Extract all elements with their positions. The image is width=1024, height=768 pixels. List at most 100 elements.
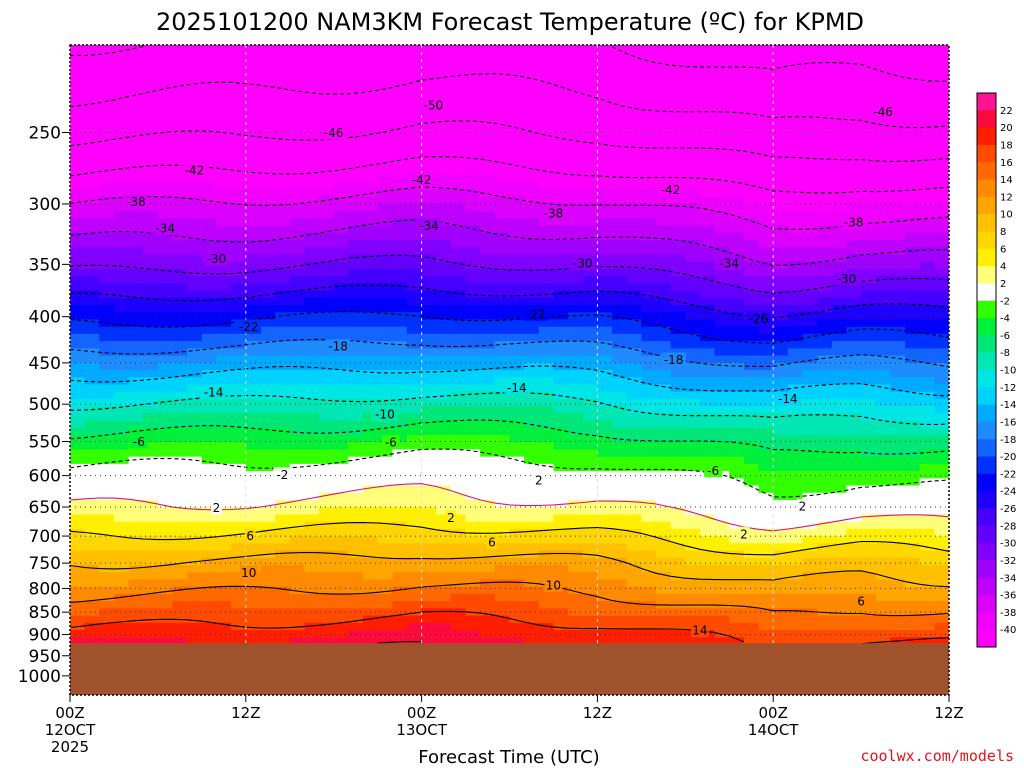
field-cell: [275, 586, 291, 595]
field-cell: [626, 102, 643, 111]
field-cell: [846, 550, 862, 559]
field-cell: [773, 333, 789, 342]
field-cell: [729, 355, 745, 364]
field-cell: [216, 557, 232, 566]
field-cell: [348, 160, 364, 169]
field-cell: [392, 413, 408, 422]
field-cell: [450, 283, 467, 292]
field-cell: [70, 131, 86, 140]
field-cell: [143, 637, 159, 646]
field-cell: [289, 507, 306, 516]
field-cell: [670, 341, 687, 350]
field-cell: [99, 622, 115, 631]
field-cell: [480, 507, 496, 516]
field-cell: [231, 463, 247, 472]
field-cell: [729, 95, 745, 104]
field-cell: [802, 593, 818, 602]
field-cell: [817, 565, 833, 574]
field-cell: [524, 536, 540, 545]
field-cell: [157, 449, 174, 458]
field-cell: [802, 102, 818, 111]
field-cell: [406, 312, 423, 321]
field-cell: [480, 413, 496, 422]
field-cell: [187, 189, 203, 198]
field-cell: [99, 240, 115, 249]
field-cell: [538, 146, 555, 155]
field-cell: [773, 543, 789, 552]
field-cell: [128, 297, 145, 306]
field-cell: [319, 630, 335, 639]
field-cell: [70, 59, 86, 68]
field-cell: [553, 276, 569, 285]
field-cell: [817, 146, 833, 155]
field-cell: [582, 370, 599, 379]
field-cell: [260, 398, 276, 407]
field-cell: [758, 110, 774, 119]
field-cell: [524, 232, 540, 241]
field-cell: [480, 341, 496, 350]
field-cell: [231, 290, 247, 299]
field-cell: [157, 586, 174, 595]
field-cell: [670, 572, 687, 581]
field-cell: [480, 73, 496, 82]
field-cell: [348, 413, 364, 422]
field-cell: [875, 124, 892, 133]
field-cell: [538, 52, 555, 61]
field-cell: [568, 507, 584, 516]
field-cell: [450, 579, 467, 588]
field-cell: [333, 384, 350, 393]
field-cell: [861, 254, 877, 263]
field-cell: [670, 175, 687, 184]
field-cell: [509, 153, 525, 162]
field-cell: [113, 117, 130, 126]
field-cell: [216, 268, 232, 277]
field-cell: [348, 420, 364, 429]
field-cell: [260, 102, 276, 111]
field-cell: [670, 593, 687, 602]
field-cell: [641, 557, 657, 566]
field-cell: [729, 110, 745, 119]
field-cell: [450, 413, 467, 422]
field-cell: [729, 427, 745, 436]
field-cell: [304, 406, 320, 415]
field-cell: [465, 586, 481, 595]
field-cell: [729, 175, 745, 184]
field-cell: [465, 622, 481, 631]
field-cell: [304, 261, 320, 270]
field-cell: [538, 557, 555, 566]
field-cell: [333, 362, 350, 371]
field-cell: [304, 110, 320, 119]
field-cell: [729, 348, 745, 357]
field-cell: [231, 110, 247, 119]
field-cell: [99, 305, 115, 314]
field-cell: [802, 59, 818, 68]
field-cell: [421, 565, 438, 574]
field-cell: [758, 521, 774, 530]
field-cell: [743, 543, 760, 552]
field-cell: [450, 557, 467, 566]
field-cell: [626, 297, 643, 306]
field-cell: [641, 232, 657, 241]
field-cell: [831, 348, 848, 357]
field-cell: [817, 319, 833, 328]
field-cell: [392, 203, 408, 212]
field-cell: [465, 413, 481, 422]
field-cell: [758, 52, 774, 61]
field-cell: [509, 52, 525, 61]
field-cell: [465, 110, 481, 119]
field-cell: [656, 110, 672, 119]
field-cell: [773, 348, 789, 357]
field-cell: [377, 283, 394, 292]
field-cell: [626, 500, 643, 509]
field-cell: [831, 413, 848, 422]
field-cell: [377, 240, 394, 249]
field-cell: [612, 59, 628, 68]
field-cell: [656, 413, 672, 422]
field-cell: [84, 124, 101, 133]
field-cell: [861, 449, 877, 458]
field-cell: [553, 153, 569, 162]
field-cell: [509, 81, 525, 90]
field-cell: [84, 45, 101, 54]
field-cell: [333, 203, 350, 212]
field-cell: [363, 102, 379, 111]
